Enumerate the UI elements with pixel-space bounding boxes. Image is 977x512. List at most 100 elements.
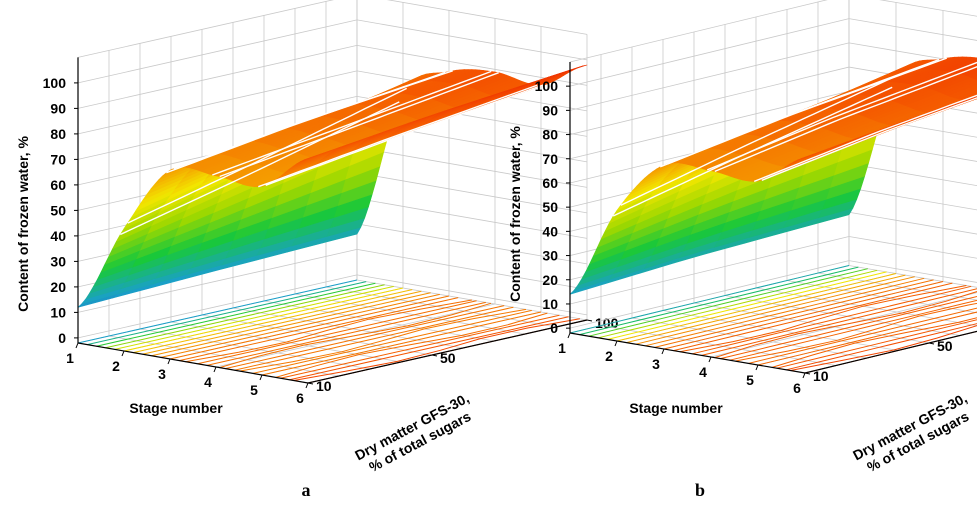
contour-line bbox=[692, 285, 972, 355]
x-tick-label: 1 bbox=[558, 340, 566, 356]
x-tick-mark bbox=[121, 350, 125, 357]
contour-line bbox=[729, 299, 977, 361]
contour-line bbox=[654, 279, 934, 348]
z-tick-label: 70 bbox=[50, 151, 66, 167]
contour-projection bbox=[569, 265, 977, 374]
y-tick-mark bbox=[431, 354, 438, 357]
contour-line bbox=[114, 285, 394, 350]
contour-line bbox=[289, 316, 569, 381]
x-tick-mark bbox=[259, 374, 263, 381]
x-tick-mark bbox=[75, 342, 79, 349]
panel-b: 01020304050607080901001234561050100Conte… bbox=[507, 0, 977, 475]
contour-line bbox=[720, 296, 977, 360]
z-tick-label: 0 bbox=[550, 320, 558, 336]
z-tick-label: 10 bbox=[542, 296, 558, 312]
contour-line bbox=[598, 269, 878, 339]
panel-label-b: b bbox=[695, 480, 705, 500]
y-tick-mark bbox=[928, 342, 935, 345]
contour-line bbox=[790, 325, 977, 371]
z-tick-label: 50 bbox=[50, 202, 66, 218]
z-tick-label: 100 bbox=[535, 78, 559, 94]
x-axis bbox=[569, 332, 806, 374]
x-axis bbox=[77, 342, 309, 384]
contour-line bbox=[77, 279, 358, 344]
surface-mesh-line bbox=[173, 70, 453, 170]
y-tick-label: 10 bbox=[813, 368, 829, 384]
contour-line bbox=[252, 309, 532, 374]
z-tick-label: 20 bbox=[50, 279, 66, 295]
z-tick-label: 40 bbox=[50, 228, 66, 244]
x-tick-label: 1 bbox=[66, 350, 74, 366]
contour-line bbox=[96, 282, 376, 347]
contour-line bbox=[679, 285, 967, 353]
x-tick-label: 4 bbox=[204, 374, 212, 390]
contour-line bbox=[626, 274, 906, 344]
x-tick-mark bbox=[755, 364, 759, 371]
y-axis bbox=[804, 330, 977, 374]
x-tick-label: 3 bbox=[652, 356, 660, 372]
z-tick-label: 80 bbox=[542, 127, 558, 143]
x-tick-mark bbox=[305, 382, 309, 389]
surface-mesh-line bbox=[219, 72, 499, 178]
surface-mesh-line bbox=[620, 73, 901, 206]
contour-line bbox=[219, 302, 492, 369]
contour-line bbox=[771, 317, 977, 368]
z-tick-label: 50 bbox=[542, 199, 558, 215]
contour-line bbox=[607, 271, 887, 340]
contour-line bbox=[275, 312, 548, 378]
contour-line bbox=[701, 288, 977, 356]
z-tick-label: 40 bbox=[542, 223, 558, 239]
surface-patch bbox=[303, 146, 344, 161]
z-tick-label: 90 bbox=[542, 102, 558, 118]
z-tick-label: 0 bbox=[58, 330, 66, 346]
x-tick-label: 5 bbox=[250, 382, 258, 398]
z-tick-label: 70 bbox=[542, 151, 558, 167]
z-tick-label: 60 bbox=[542, 175, 558, 191]
contour-line bbox=[169, 295, 450, 360]
x-tick-label: 2 bbox=[605, 348, 613, 364]
contour-line bbox=[239, 308, 527, 372]
y-axis-title: Dry matter GFS-30,% of total sugars bbox=[850, 390, 971, 475]
x-axis-title: Stage number bbox=[129, 400, 223, 416]
x-tick-label: 6 bbox=[296, 390, 304, 406]
surface-patch bbox=[800, 144, 841, 159]
contour-line bbox=[579, 266, 859, 336]
contour-line bbox=[645, 277, 925, 347]
surface-mesh-line bbox=[714, 66, 977, 173]
surface-mesh-line bbox=[212, 70, 492, 176]
contour-line bbox=[616, 273, 897, 342]
contour-line bbox=[786, 323, 977, 371]
contour-line bbox=[635, 276, 915, 345]
surface bbox=[569, 56, 977, 295]
contour-line bbox=[151, 292, 431, 357]
z-axis-title: Content of frozen water, % bbox=[507, 126, 523, 302]
y-tick-mark bbox=[586, 319, 593, 322]
surface-mesh-line bbox=[753, 94, 977, 183]
z-tick-label: 30 bbox=[50, 253, 66, 269]
contour-line bbox=[87, 281, 367, 346]
y-tick-label: 50 bbox=[937, 338, 953, 354]
y-tick-label: 50 bbox=[440, 350, 456, 366]
contour-line bbox=[748, 307, 977, 364]
contour-line bbox=[714, 291, 977, 359]
x-tick-mark bbox=[614, 340, 618, 347]
x-tick-mark bbox=[661, 348, 665, 355]
x-axis-title: Stage number bbox=[629, 400, 723, 416]
x-tick-mark bbox=[213, 366, 217, 373]
contour-line bbox=[234, 306, 514, 371]
surface-mesh-line bbox=[120, 101, 400, 236]
contour-line bbox=[776, 319, 977, 369]
surface-mesh-line bbox=[761, 97, 977, 181]
x-tick-mark bbox=[167, 358, 171, 365]
contour-line bbox=[734, 302, 977, 362]
surface-mesh-line bbox=[667, 57, 948, 165]
axes bbox=[569, 61, 977, 374]
contour-line bbox=[673, 282, 953, 352]
x-tick-mark bbox=[567, 332, 571, 339]
z-axis-title: Content of frozen water, % bbox=[15, 136, 31, 312]
surface bbox=[77, 64, 588, 308]
contour-line bbox=[179, 297, 459, 362]
contour-line bbox=[225, 305, 505, 370]
